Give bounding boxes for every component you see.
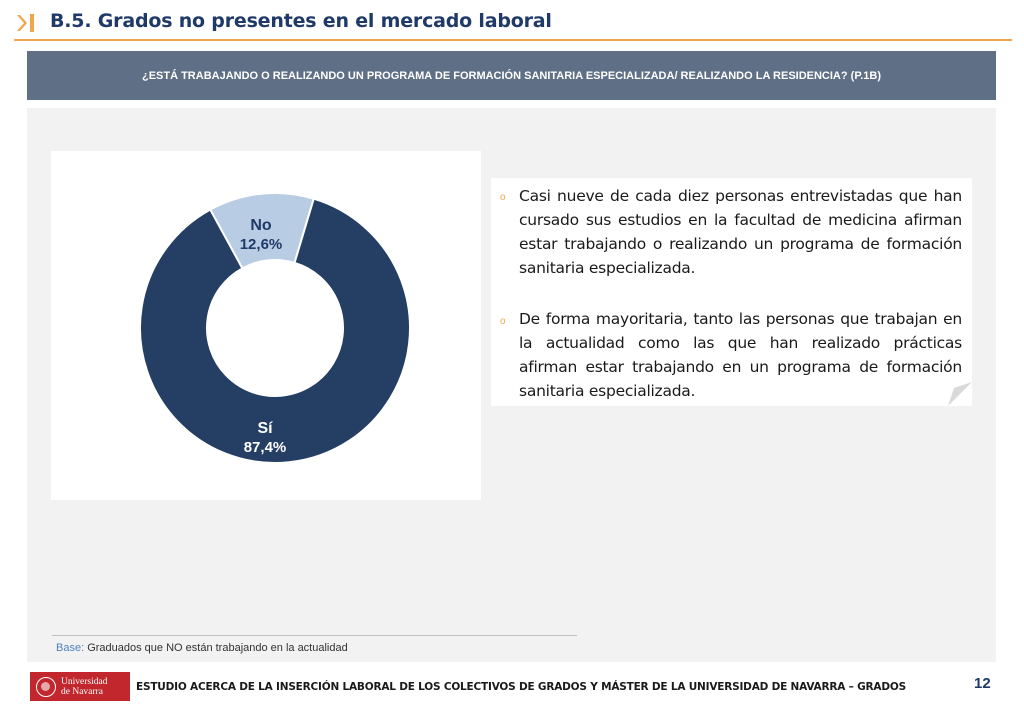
page-fold-icon [948, 382, 972, 406]
base-divider [52, 635, 577, 636]
base-note: Base: Graduados que NO están trabajando … [56, 642, 348, 654]
chevron-bar-icon [17, 14, 34, 32]
footer-title: ESTUDIO ACERCA DE LA INSERCIÓN LABORAL D… [136, 681, 906, 693]
base-text: Graduados que NO están trabajando en la … [87, 642, 348, 654]
slice-label: No [250, 217, 272, 234]
slice-value: 87,4% [244, 439, 287, 456]
finding-text: Casi nueve de cada diez personas entrevi… [519, 187, 962, 277]
title-divider [14, 39, 1012, 41]
university-logo: Universidad de Navarra [30, 672, 130, 701]
question-text: ¿ESTÁ TRABAJANDO O REALIZANDO UN PROGRAM… [141, 69, 882, 82]
page-title: B.5. Grados no presentes en el mercado l… [50, 10, 552, 32]
donut-chart: No 12,6% Sí 87,4% [51, 151, 481, 500]
question-banner: ¿ESTÁ TRABAJANDO O REALIZANDO UN PROGRAM… [27, 51, 996, 100]
bullet-icon: o [500, 316, 506, 327]
donut-chart-svg: No 12,6% Sí 87,4% [139, 192, 411, 464]
slice-value: 12,6% [240, 236, 283, 253]
seal-icon [36, 676, 56, 697]
page-number: 12 [974, 675, 991, 692]
findings-card [491, 178, 972, 406]
slice-label: Sí [257, 420, 273, 437]
finding-text: De forma mayoritaria, tanto las personas… [519, 310, 962, 400]
bullet-icon: o [500, 192, 506, 203]
base-label: Base: [56, 642, 85, 654]
donut-slice-s [139, 197, 411, 464]
logo-wordmark: Universidad de Navarra [61, 676, 108, 697]
